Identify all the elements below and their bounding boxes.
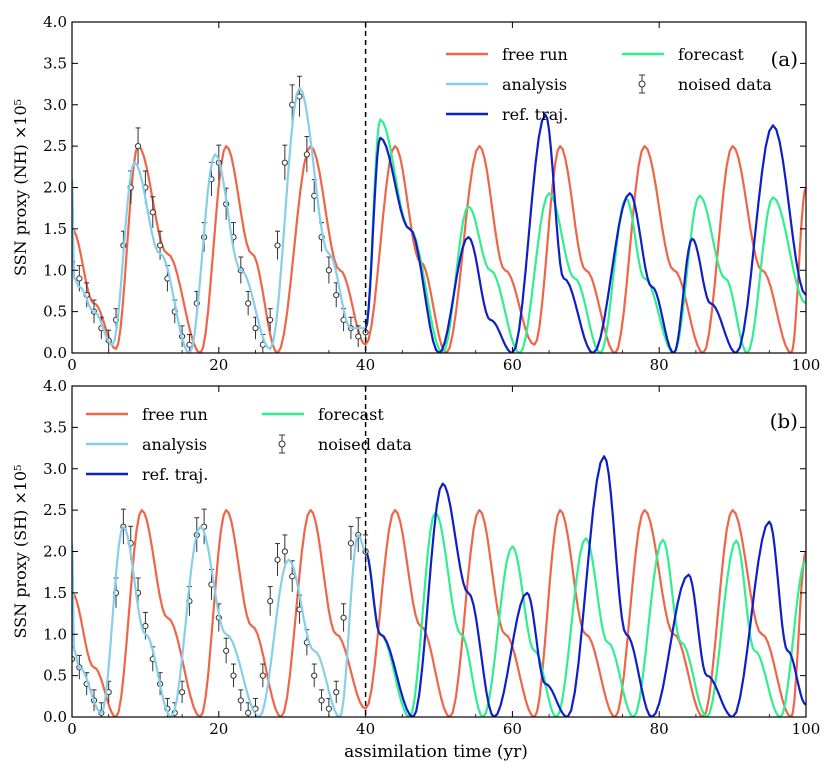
data-point	[347, 540, 355, 547]
legend-label: ref. traj.	[502, 105, 568, 124]
data-point	[252, 325, 259, 332]
y-tick-label: 3.5	[43, 418, 67, 436]
y-tick-label: 3.0	[43, 96, 67, 114]
data-point	[325, 267, 332, 274]
data-point	[303, 151, 310, 158]
legend-label: ref. traj.	[142, 465, 208, 484]
legend-swatch-point	[638, 80, 646, 88]
data-point	[274, 556, 281, 563]
data-point	[274, 242, 281, 249]
series-line-free_run	[72, 509, 806, 717]
x-tick-label: 20	[209, 720, 228, 738]
legend: free run forecast analysis noised data ref. …	[86, 405, 412, 484]
legend: free run forecast analysis noised data ref. …	[446, 45, 772, 124]
data-point	[230, 672, 237, 679]
data-point	[223, 647, 230, 654]
y-tick-label: 4.0	[43, 377, 67, 395]
x-tick-label: 20	[209, 356, 228, 374]
data-point	[245, 300, 252, 307]
data-point	[311, 672, 318, 679]
series-line-free_run	[72, 145, 806, 353]
data-point	[289, 573, 296, 580]
y-tick-label: 3.5	[43, 54, 67, 72]
noised-data-series	[72, 75, 369, 353]
data-point	[142, 622, 149, 630]
x-tick-label: 100	[792, 720, 821, 738]
data-point	[76, 275, 83, 282]
series-line-analysis	[72, 525, 367, 717]
x-tick-label: 40	[356, 720, 375, 738]
legend-label: noised data	[678, 75, 772, 94]
y-tick-label: 2.0	[43, 179, 67, 197]
plot-area	[72, 455, 806, 717]
legend-label: forecast	[318, 405, 384, 424]
y-tick-label: 0.5	[43, 303, 67, 321]
panel-label: (a)	[770, 47, 798, 71]
legend-swatch-point	[278, 440, 286, 448]
legend-label: forecast	[678, 45, 744, 64]
y-tick-label: 1.0	[43, 261, 67, 279]
data-point	[134, 143, 142, 150]
x-tick-label: 80	[650, 720, 669, 738]
data-point	[245, 709, 252, 716]
legend-label: noised data	[318, 435, 412, 454]
x-tick-label: 60	[503, 356, 522, 374]
y-tick-label: 0.5	[43, 667, 67, 685]
legend-label: analysis	[502, 75, 567, 94]
legend-label: analysis	[142, 435, 207, 454]
series-line-ref_traj	[364, 455, 806, 717]
data-point	[237, 697, 244, 704]
data-point	[340, 614, 347, 621]
y-tick-label: 3.0	[43, 460, 67, 478]
y-tick-label: 1.5	[43, 584, 67, 602]
y-tick-label: 2.5	[43, 137, 67, 155]
series-line-forecast	[364, 511, 806, 717]
y-tick-label: 1.5	[43, 220, 67, 238]
x-tick-label: 0	[67, 720, 77, 738]
data-point	[281, 159, 288, 166]
y-tick-label: 4.0	[43, 13, 67, 31]
data-point	[281, 548, 288, 555]
y-axis-label: SSN proxy (SH) ×10⁵	[11, 464, 30, 638]
y-tick-label: 0.0	[43, 344, 67, 362]
data-point	[179, 689, 186, 696]
data-point	[267, 316, 274, 323]
data-point	[318, 697, 325, 704]
x-tick-label: 100	[792, 356, 821, 374]
x-tick-label: 40	[356, 356, 375, 374]
legend-label: free run	[502, 45, 568, 64]
data-point	[259, 672, 266, 679]
y-axis-label: SSN proxy (NH) ×10⁵	[11, 99, 30, 276]
data-point	[333, 291, 340, 299]
data-point	[355, 333, 362, 340]
x-tick-label: 0	[67, 356, 77, 374]
data-point	[325, 705, 332, 712]
data-point	[267, 598, 274, 605]
series-line-analysis	[72, 87, 366, 353]
x-tick-label: 60	[503, 720, 522, 738]
series-line-forecast	[364, 118, 806, 353]
x-tick-label: 80	[650, 356, 669, 374]
x-axis-label: assimilation time (yr)	[344, 742, 528, 762]
data-point	[149, 209, 156, 216]
panel-b: 0 20 40 60 80 100 0.0 0.5 1.0 1.5 2.0 2.5 3.0 3.5 4.0 S…	[11, 377, 820, 738]
panel-a: 0 20 40 60 80 100 0.0 0.5 1.0 1.5 2.0 2.5 3.0 3.5 4.0 S…	[11, 13, 820, 374]
y-tick-label: 2.5	[43, 501, 67, 519]
panel-label: (b)	[770, 409, 798, 433]
data-point	[333, 689, 340, 696]
legend-label: free run	[142, 405, 208, 424]
plot-area	[72, 75, 806, 353]
data-point	[156, 242, 164, 249]
axes-frame	[71, 21, 807, 354]
series-line-ref_traj	[364, 113, 806, 353]
y-tick-label: 0.0	[43, 708, 67, 726]
y-tick-label: 1.0	[43, 625, 67, 643]
y-tick-label: 2.0	[43, 543, 67, 561]
